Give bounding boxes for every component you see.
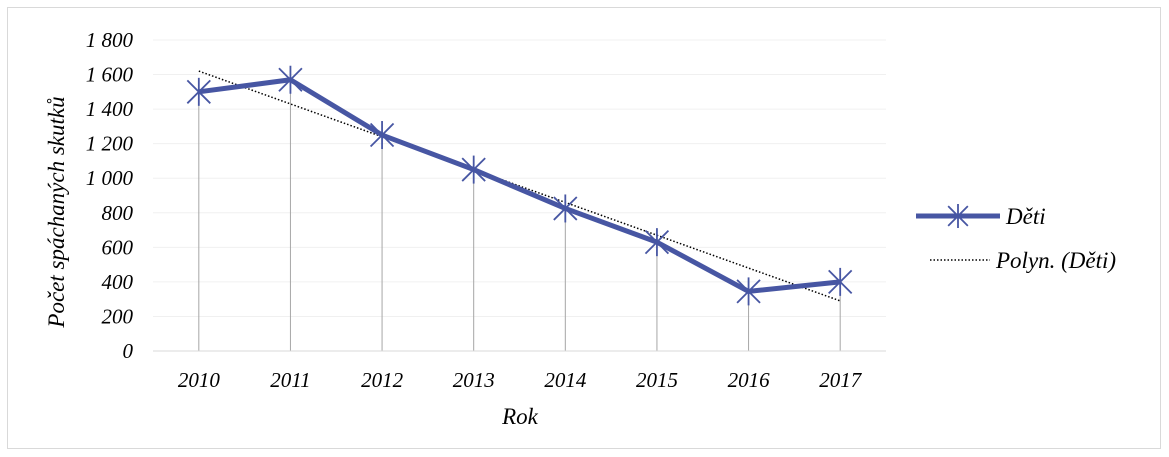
data-point-2012 xyxy=(369,121,395,150)
y-tick-200: 200 xyxy=(102,304,134,328)
drop-lines xyxy=(198,79,841,351)
y-tick-1200: 1 200 xyxy=(86,132,134,156)
data-point-2017 xyxy=(828,267,853,296)
x-tick-2014: 2014 xyxy=(544,368,587,392)
y-tick-1000: 1 000 xyxy=(86,166,134,190)
gridlines xyxy=(153,39,886,317)
y-tick-400: 400 xyxy=(102,270,134,294)
x-tick-2013: 2013 xyxy=(453,368,495,392)
y-tick-1600: 1 600 xyxy=(86,63,134,87)
x-tick-2010: 2010 xyxy=(178,368,221,392)
data-point-2015 xyxy=(644,228,670,257)
y-tick-labels: 0 200 400 600 800 1 000 1 200 1 400 1 600 1 800 xyxy=(86,28,134,363)
legend-item-deti: Děti xyxy=(916,204,1046,229)
x-tick-labels: 2010 2011 2012 2013 2014 2015 2016 2017 xyxy=(178,368,863,392)
legend-star-icon xyxy=(947,204,969,228)
x-tick-2017: 2017 xyxy=(819,368,863,392)
x-axis-title: Rok xyxy=(501,404,539,429)
y-axis-title: Počet spáchaných skutků xyxy=(44,96,69,328)
series-deti xyxy=(186,65,853,306)
x-tick-2015: 2015 xyxy=(636,368,678,392)
y-tick-1800: 1 800 xyxy=(86,28,134,52)
data-point-2016 xyxy=(736,277,761,306)
legend-label-trend: Polyn. (Děti) xyxy=(995,248,1116,273)
x-tick-2011: 2011 xyxy=(270,368,310,392)
series-line-deti xyxy=(198,77,841,294)
y-tick-1400: 1 400 xyxy=(86,97,134,121)
data-point-2011 xyxy=(278,65,303,94)
x-tick-2016: 2016 xyxy=(728,368,771,392)
x-tick-2012: 2012 xyxy=(361,368,404,392)
data-point-2010 xyxy=(186,77,211,106)
y-tick-800: 800 xyxy=(102,201,134,225)
y-tick-600: 600 xyxy=(102,235,134,259)
legend-item-trend: Polyn. (Děti) xyxy=(930,248,1116,273)
data-point-2013 xyxy=(461,155,486,184)
legend-marker-deti xyxy=(947,204,969,228)
data-point-2014 xyxy=(553,194,578,223)
y-tick-0: 0 xyxy=(123,339,134,363)
trendline xyxy=(198,70,841,302)
legend: Děti Polyn. (Děti) xyxy=(916,204,1116,273)
legend-label-deti: Děti xyxy=(1005,204,1046,229)
